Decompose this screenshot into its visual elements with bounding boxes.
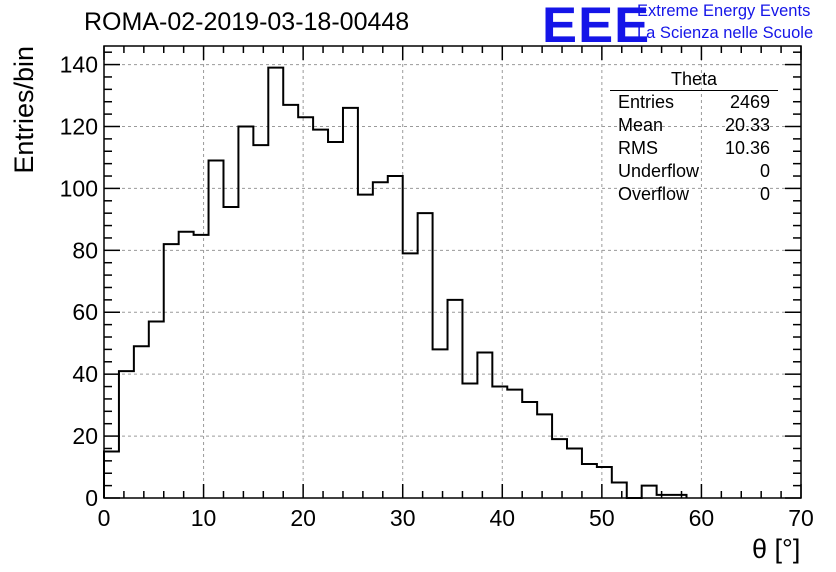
y-tick-label: 100 (60, 175, 98, 201)
y-axis-label: Entries/bin (9, 46, 39, 174)
y-tick-label: 80 (72, 237, 98, 263)
histogram-bin (582, 464, 597, 498)
histogram-bin (149, 322, 164, 498)
histogram-bin (403, 253, 418, 498)
stats-value: 20.33 (724, 115, 770, 135)
plot-title: ROMA-02-2019-03-18-00448 (84, 8, 410, 36)
histogram-bin (597, 467, 612, 498)
histogram-bin (298, 117, 313, 498)
y-tick-label: 120 (60, 113, 98, 139)
histogram-outline (103, 66, 688, 499)
histogram-bin (507, 390, 522, 498)
y-tick-label: 20 (72, 423, 98, 449)
stats-row-underflow: Underflow 0 (610, 160, 778, 183)
x-tick-label: 60 (689, 505, 715, 531)
stats-label: Underflow (618, 161, 700, 181)
y-tick-label: 0 (85, 485, 98, 511)
histogram-bin (119, 371, 134, 498)
stats-value: 10.36 (724, 138, 770, 158)
histogram-bin (209, 161, 224, 498)
histogram-bin (328, 142, 343, 498)
histogram-bin (179, 232, 194, 498)
histogram-bin (268, 68, 283, 498)
histogram-bin (194, 235, 209, 498)
histogram-bin (283, 105, 298, 498)
histogram-bin (552, 439, 567, 498)
stats-label: Entries (618, 92, 675, 112)
stats-label: RMS (618, 138, 658, 158)
x-tick-label: 40 (489, 505, 515, 531)
histogram-bin (373, 182, 388, 498)
y-tick-label: 60 (72, 299, 98, 325)
y-tick-label: 140 (60, 52, 98, 78)
histogram-bin (104, 452, 119, 498)
stats-title: Theta (610, 68, 778, 91)
x-tick-label: 30 (390, 505, 416, 531)
x-tick-label: 0 (98, 505, 111, 531)
histogram-bin (433, 349, 448, 498)
histogram-bin (537, 414, 552, 498)
histogram-bin (642, 486, 657, 498)
stats-row-entries: Entries 2469 (610, 91, 778, 114)
histogram-bin (164, 244, 179, 498)
stats-row-mean: Mean 20.33 (610, 114, 778, 137)
x-axis-label: θ [°] (752, 534, 801, 564)
logo-line-2: La Scienza nelle Scuole (637, 24, 814, 42)
stats-row-rms: RMS 10.36 (610, 137, 778, 160)
stats-value: 0 (759, 184, 770, 204)
stats-box: Theta Entries 2469 Mean 20.33 RMS 10.36 … (610, 68, 778, 206)
histogram-bin (612, 483, 627, 498)
histogram-bin (343, 108, 358, 498)
x-tick-label: 50 (589, 505, 615, 531)
logo-line-1: Extreme Energy Events (637, 2, 811, 20)
histogram-bin (253, 145, 268, 498)
histogram-bin (462, 383, 477, 498)
histogram-bin (313, 130, 328, 498)
y-tick-label: 40 (72, 361, 98, 387)
histogram-bin (448, 300, 463, 498)
histogram-bin (223, 207, 238, 498)
stats-label: Overflow (618, 184, 690, 204)
stats-row-overflow: Overflow 0 (610, 183, 778, 206)
histogram-bin (388, 176, 403, 498)
eee-logo: EEE (542, 0, 651, 53)
histogram-bin (238, 126, 253, 498)
stats-value: 2469 (729, 92, 770, 112)
histogram-bin (418, 213, 433, 498)
stats-label: Mean (618, 115, 664, 135)
histogram-bin (134, 346, 149, 498)
histogram-bin (477, 352, 492, 498)
histogram-bin (522, 402, 537, 498)
histogram-bin (358, 195, 373, 498)
histogram-bin (567, 448, 582, 498)
x-tick-label: 10 (191, 505, 217, 531)
histogram-bin (492, 387, 507, 498)
plot-frame (103, 45, 802, 499)
stats-value: 0 (759, 161, 770, 181)
x-tick-label: 20 (290, 505, 316, 531)
x-tick-label: 70 (788, 505, 814, 531)
